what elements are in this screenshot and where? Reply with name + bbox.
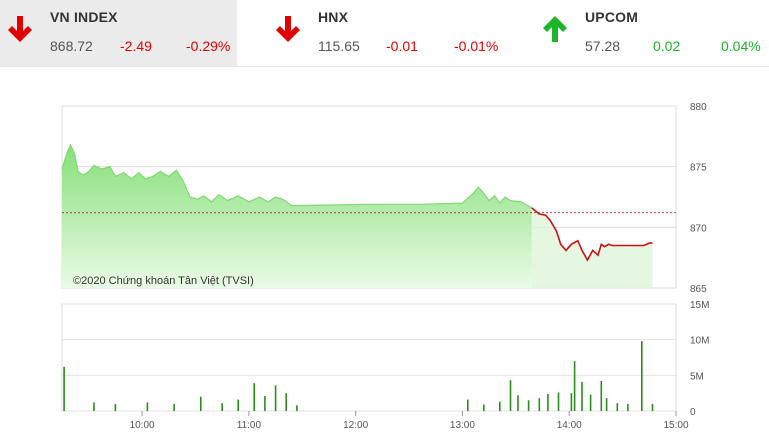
ticker-upcom[interactable]: UPCOM 57.28 0.02 0.04% <box>535 0 769 66</box>
volume-bar <box>605 398 608 411</box>
volume-bar <box>467 399 469 411</box>
volume-bar <box>499 401 501 411</box>
arrow-up-icon <box>543 16 567 42</box>
volume-bar <box>483 404 485 411</box>
volume-bar <box>285 393 287 411</box>
volume-bar <box>627 403 629 411</box>
price-tick-label: 880 <box>690 102 707 113</box>
volume-bar <box>589 394 592 411</box>
volume-bar <box>547 393 549 411</box>
price-line-above-reference <box>61 143 533 209</box>
volume-bar <box>527 400 530 411</box>
ticker-name: VN INDEX <box>50 9 118 25</box>
time-tick-label: 10:00 <box>130 420 155 431</box>
time-tick-label: 12:00 <box>343 420 368 431</box>
volume-bar <box>200 396 202 411</box>
volume-panel-frame <box>61 303 677 412</box>
volume-tick-label: 0 <box>690 407 696 418</box>
volume-bar <box>641 341 643 411</box>
volume-bar <box>651 403 654 411</box>
volume-bar <box>517 395 519 411</box>
volume-bar <box>600 381 603 411</box>
time-tick-label: 11:00 <box>237 420 262 431</box>
volume-bar <box>538 398 541 411</box>
volume-bar <box>296 405 298 411</box>
ticker-price: 57.28 <box>585 38 621 54</box>
volume-bar <box>509 380 512 411</box>
volume-bar <box>173 403 175 411</box>
volume-bar <box>570 393 573 411</box>
arrow-down-icon <box>8 16 32 42</box>
ticker-name: UPCOM <box>585 9 639 25</box>
volume-bar <box>616 403 619 411</box>
ticker-hnx[interactable]: HNX 115.65 -0.01 -0.01% <box>268 0 508 66</box>
ticker-percent: -0.01% <box>454 38 499 54</box>
volume-bar <box>264 396 266 411</box>
time-tick-label: 13:00 <box>450 420 475 431</box>
time-tick-label: 15:00 <box>663 420 688 431</box>
price-tick-label: 875 <box>690 163 707 174</box>
volume-bar <box>146 402 149 411</box>
price-tick-label: 865 <box>690 284 707 295</box>
price-tick-label: 870 <box>690 223 707 234</box>
volume-tick-label: 15M <box>690 300 709 311</box>
volume-bar <box>221 403 223 411</box>
volume-bar <box>557 392 560 411</box>
intraday-chart: 880 875 870 865 15M 10M 5M 0 10:00 11:00 12:00 13:0… <box>61 102 710 431</box>
ticker-percent: 0.04% <box>721 38 761 54</box>
volume-bar <box>93 402 95 411</box>
copyright-text: ©2020 Chứng khoán Tân Việt (TVSI) <box>73 275 254 287</box>
price-area-fill <box>62 144 532 288</box>
chart-axes: 880 875 870 865 15M 10M 5M 0 10:00 11:00 12:00 13:0… <box>130 102 710 431</box>
volume-bar <box>63 366 65 411</box>
ticker-vn-index[interactable]: VN INDEX 868.72 -2.49 -0.29% <box>0 0 237 66</box>
volume-tick-label: 5M <box>690 371 704 382</box>
volume-bar <box>253 383 255 411</box>
volume-bar <box>274 385 277 411</box>
volume-bar <box>581 381 583 411</box>
volume-bar <box>237 399 239 411</box>
ticker-change: 0.02 <box>653 38 681 54</box>
ticker-percent: -0.29% <box>186 38 231 54</box>
arrow-down-icon <box>276 16 300 42</box>
time-tick-label: 14:00 <box>557 420 582 431</box>
ticker-price: 115.65 <box>318 38 360 54</box>
volume-bar <box>114 403 117 411</box>
volume-plot <box>63 341 654 411</box>
index-ticker-bar: VN INDEX 868.72 -2.49 -0.29% HNX 115.65 … <box>0 0 769 67</box>
ticker-price: 868.72 <box>50 38 93 54</box>
price-plot <box>61 143 676 288</box>
ticker-change: -2.49 <box>120 38 152 54</box>
ticker-name: HNX <box>318 9 349 25</box>
price-area-below-reference <box>531 207 653 288</box>
volume-tick-label: 10M <box>690 336 709 347</box>
ticker-change: -0.01 <box>386 38 418 54</box>
volume-bar <box>573 361 576 411</box>
price-line-below-reference <box>531 207 653 262</box>
